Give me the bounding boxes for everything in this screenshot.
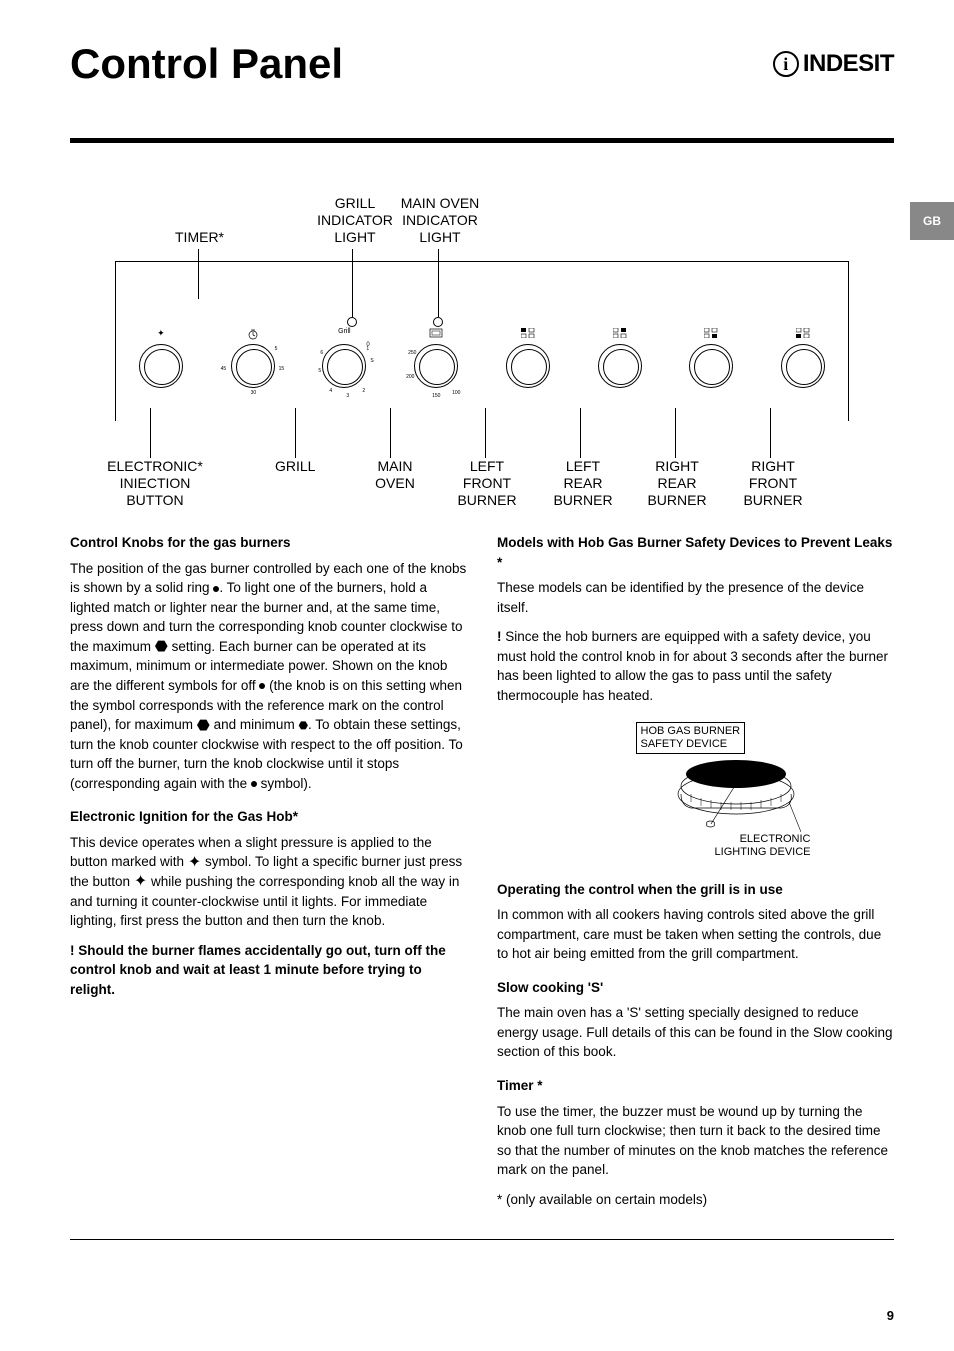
heading-control-knobs: Control Knobs for the gas burners	[70, 533, 467, 553]
label-ignition: ELECTRONIC*INIECTIONBUTTON	[100, 458, 210, 508]
right-column: Models with Hob Gas Burner Safety Device…	[497, 533, 894, 1219]
para-ignition: This device operates when a slight press…	[70, 833, 467, 931]
label-timer: TIMER*	[175, 229, 224, 246]
label-main-oven-indicator: MAIN OVENINDICATORLIGHT	[390, 195, 490, 245]
language-tab: GB	[910, 202, 954, 240]
left-column: Control Knobs for the gas burners The po…	[70, 533, 467, 1219]
brand-text: INDESIT	[803, 50, 894, 78]
para-grill: In common with all cookers having contro…	[497, 905, 894, 964]
control-panel-diagram: TIMER* GRILLINDICATORLIGHT MAIN OVENINDI…	[90, 183, 874, 513]
label-right-rear: RIGHTREARBURNER	[642, 458, 712, 508]
heading-electronic-ignition: Electronic Ignition for the Gas Hob*	[70, 807, 467, 827]
warning-relight: ! Should the burner flames accidentally …	[70, 941, 467, 1000]
header: Control Panel i INDESIT	[70, 40, 894, 88]
safety-device-figure: HOB GAS BURNERSAFETY DEVICE ELECTRONICLI…	[581, 716, 811, 866]
label-right-front: RIGHTFRONTBURNER	[738, 458, 808, 508]
footnote: * (only available on certain models)	[497, 1190, 894, 1210]
brand-icon: i	[773, 51, 799, 77]
left-rear-burner-knob	[580, 328, 660, 388]
fig-label-lighting-device: ELECTRONICLIGHTING DEVICE	[715, 833, 811, 859]
para-timer: To use the timer, the buzzer must be wou…	[497, 1102, 894, 1180]
left-front-burner-knob	[488, 328, 568, 388]
brand-logo: i INDESIT	[773, 50, 894, 78]
para-knobs: The position of the gas burner controlle…	[70, 559, 467, 794]
label-main-oven: MAINOVEN	[365, 458, 425, 492]
para-slow: The main oven has a 'S' setting speciall…	[497, 1003, 894, 1062]
right-rear-burner-knob	[671, 328, 751, 388]
ignition-button: ✦	[121, 328, 201, 388]
heading-timer: Timer *	[497, 1076, 894, 1096]
page-title: Control Panel	[70, 40, 343, 88]
right-front-burner-knob	[763, 328, 843, 388]
footer-rule	[70, 1239, 894, 1240]
page-number: 9	[887, 1308, 894, 1323]
timer-knob: 5 15 30 45	[213, 328, 293, 388]
label-left-rear: LEFTREARBURNER	[548, 458, 618, 508]
heading-grill-control: Operating the control when the grill is …	[497, 880, 894, 900]
heading-safety-devices: Models with Hob Gas Burner Safety Device…	[497, 533, 894, 572]
burner-illustration	[661, 746, 801, 836]
para-safety-1: These models can be identified by the pr…	[497, 578, 894, 617]
grill-knob: Grill 1 2 3 4 5 6 0 S	[304, 328, 384, 388]
label-left-front: LEFTFRONTBURNER	[452, 458, 522, 508]
heading-slow-cooking: Slow cooking 'S'	[497, 978, 894, 998]
header-rule	[70, 138, 894, 143]
para-safety-2: ! Since the hob burners are equipped wit…	[497, 627, 894, 705]
label-grill: GRILL	[275, 458, 315, 475]
main-oven-knob: 100 150 200 250	[396, 328, 476, 388]
label-grill-indicator: GRILLINDICATORLIGHT	[310, 195, 400, 245]
